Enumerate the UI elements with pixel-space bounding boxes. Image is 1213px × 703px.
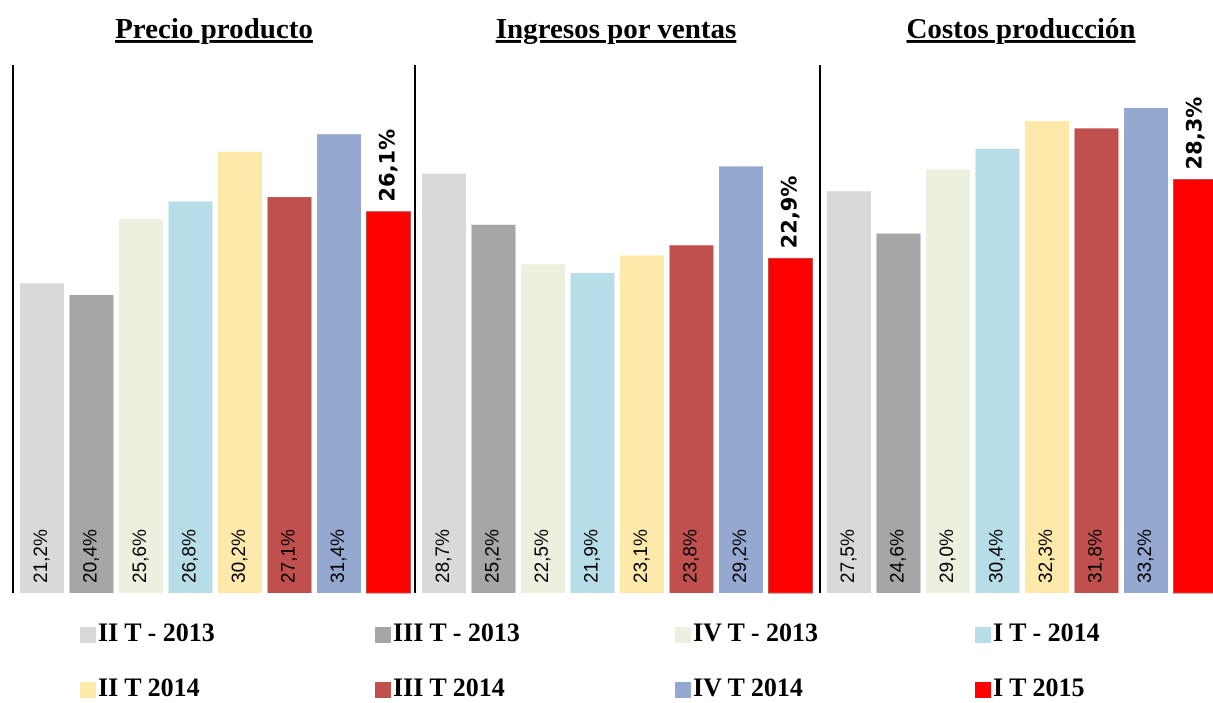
value-label: 21,9% [582, 529, 603, 583]
value-label: 29,0% [937, 529, 958, 583]
bar [69, 294, 114, 593]
value-label: 30,4% [987, 529, 1008, 583]
bar [366, 211, 411, 594]
bar [218, 151, 262, 593]
value-label: 30,2% [229, 529, 250, 583]
value-label: 25,2% [483, 529, 504, 583]
bar [1074, 128, 1119, 593]
bar [669, 245, 714, 593]
value-label: 32,3% [1036, 529, 1057, 583]
value-label: 22,9% [778, 176, 802, 249]
bar [1124, 107, 1168, 594]
value-label: 31,4% [328, 529, 349, 583]
value-label: 22,5% [532, 529, 553, 583]
legend-label: I T - 2014 [993, 618, 1100, 647]
value-label: 27,1% [279, 529, 300, 583]
value-label: 26,1% [376, 129, 400, 202]
legend-swatch [975, 627, 991, 643]
bar [620, 255, 664, 593]
legend-label: II T 2014 [98, 673, 200, 702]
bar [926, 169, 970, 593]
legend-label: IV T 2014 [693, 673, 803, 702]
bar [317, 134, 361, 593]
value-label: 33,2% [1135, 529, 1156, 583]
legend-label: III T - 2013 [393, 618, 520, 647]
legend-swatch [375, 682, 391, 698]
legend-swatch [975, 682, 991, 698]
bar [168, 201, 213, 593]
value-label: 27,5% [838, 529, 859, 583]
value-label: 23,8% [681, 529, 702, 583]
bar [119, 218, 163, 593]
bar [521, 264, 565, 593]
legend-label: I T 2015 [993, 673, 1085, 702]
value-label: 25,6% [130, 529, 151, 583]
bar [827, 191, 871, 593]
legend-swatch [80, 627, 96, 643]
legend-label: III T 2014 [393, 673, 505, 702]
value-label: 28,3% [1183, 97, 1207, 170]
chart-title: Costos producción [906, 13, 1135, 45]
bar [876, 233, 921, 594]
bar [20, 283, 64, 593]
value-label: 29,2% [730, 529, 751, 583]
bar [1173, 179, 1213, 594]
bar [422, 173, 466, 593]
value-label: 31,8% [1086, 529, 1107, 583]
value-label: 21,2% [31, 529, 52, 583]
bar [975, 148, 1020, 594]
value-label: 28,7% [433, 529, 454, 583]
chart-title: Precio producto [115, 13, 313, 45]
bar [471, 224, 516, 594]
legend-label: II T - 2013 [98, 618, 215, 647]
bar [570, 273, 615, 593]
legend-swatch [675, 627, 691, 643]
legend-swatch [375, 627, 391, 643]
value-label: 23,1% [631, 529, 652, 583]
bar [768, 257, 813, 594]
value-label: 26,8% [180, 529, 201, 583]
legend-label: IV T - 2013 [693, 618, 818, 647]
bar [719, 166, 763, 593]
legend-swatch [675, 682, 691, 698]
legend-swatch [80, 682, 96, 698]
value-label: 20,4% [81, 529, 102, 583]
bar [1025, 121, 1069, 594]
bar [267, 197, 312, 594]
chart-title: Ingresos por ventas [496, 13, 737, 45]
value-label: 24,6% [888, 529, 909, 583]
